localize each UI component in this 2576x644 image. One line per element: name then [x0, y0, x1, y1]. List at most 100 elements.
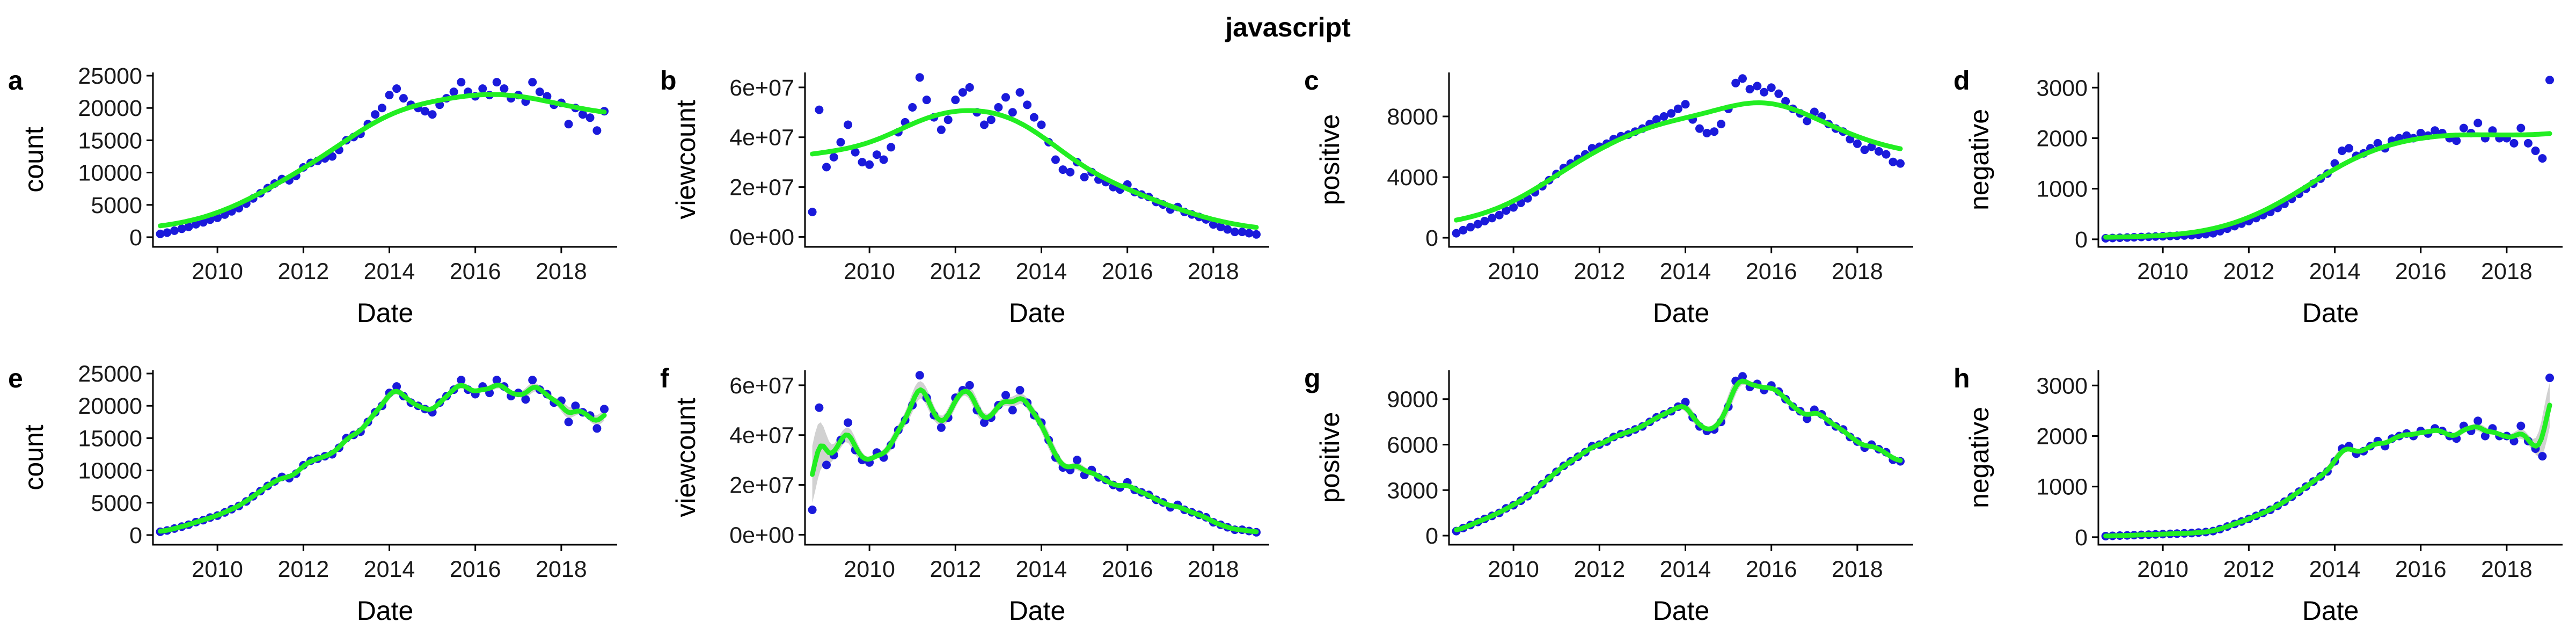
y-tick-label: 10000 [78, 160, 142, 186]
panel-tag: b [660, 65, 677, 96]
data-point [1760, 87, 1769, 97]
data-point [980, 120, 989, 129]
y-tick-label: 10000 [78, 458, 142, 484]
data-point [2545, 76, 2554, 85]
y-tick-label: 9000 [1387, 387, 1438, 413]
data-point [1509, 203, 1518, 212]
data-point [822, 460, 831, 470]
data-point [815, 403, 824, 412]
data-point [478, 84, 487, 93]
data-point [965, 83, 974, 92]
x-tick-label: 2010 [192, 557, 243, 582]
panel-tag: f [660, 363, 669, 393]
data-point [951, 96, 960, 105]
data-point [528, 78, 537, 87]
data-point [528, 376, 537, 385]
x-tick-label: 2014 [1660, 557, 1711, 582]
y-tick-label: 0 [129, 523, 142, 548]
panel-e: e 0 5000 10000 15000 20000 25000 2010 2012 2014 20… [8, 361, 617, 626]
data-point [1673, 104, 1682, 113]
data-point [1745, 85, 1754, 94]
x-tick-label: 2018 [1188, 259, 1239, 284]
data-point [1667, 109, 1676, 118]
y-tick-label: 0 [2075, 525, 2088, 551]
y-tick-label: 0 [2075, 227, 2088, 253]
x-tick-label: 2012 [277, 259, 329, 284]
x-tick-label: 2010 [844, 259, 895, 284]
x-tick-label: 2012 [277, 557, 329, 582]
data-point [1216, 222, 1225, 231]
data-point [922, 96, 931, 105]
data-point [1230, 228, 1239, 237]
x-tick-label: 2016 [450, 557, 501, 582]
x-tick-label: 2018 [1832, 259, 1883, 284]
fit-line [2103, 131, 2552, 240]
x-axis-title: Date [1653, 596, 1710, 626]
data-point [586, 113, 595, 122]
data-point [1681, 398, 1690, 407]
y-tick-label: 0e+00 [729, 522, 794, 548]
x-tick-label: 2018 [536, 259, 587, 284]
y-tick-label: 2e+07 [729, 175, 794, 201]
data-point [1023, 100, 1032, 109]
data-point [1738, 74, 1747, 83]
fit-line [810, 387, 1259, 535]
x-tick-label: 2016 [1746, 557, 1797, 582]
data-point [2402, 131, 2411, 140]
x-axis-title: Date [357, 596, 414, 626]
y-tick-label: 1000 [2036, 177, 2088, 202]
data-point [1051, 155, 1060, 164]
data-point [1860, 145, 1869, 155]
data-point [844, 418, 853, 427]
data-point [908, 103, 917, 112]
panel-tag: a [8, 65, 24, 96]
data-point [943, 115, 953, 125]
data-point [2480, 431, 2490, 441]
data-point [958, 88, 967, 97]
data-point [399, 94, 408, 103]
data-point [571, 401, 580, 411]
data-point [184, 222, 193, 231]
y-axis-title: negative [1964, 109, 1994, 210]
data-point [2523, 138, 2533, 148]
data-point [521, 395, 530, 404]
data-point [986, 115, 996, 125]
y-tick-label: 8000 [1387, 104, 1438, 130]
x-tick-label: 2014 [1660, 259, 1711, 284]
data-point [392, 84, 401, 93]
y-tick-label: 0 [1425, 225, 1438, 251]
data-point [1681, 100, 1690, 109]
data-point [1753, 82, 1762, 91]
data-point [1245, 229, 1254, 238]
x-tick-label: 2012 [2223, 557, 2274, 582]
data-point [2473, 416, 2483, 426]
data-point [936, 125, 946, 134]
y-tick-label: 6000 [1387, 432, 1438, 458]
data-point [1652, 115, 1661, 124]
data-point [808, 208, 817, 216]
data-point [1015, 88, 1024, 97]
x-tick-label: 2018 [2481, 259, 2533, 284]
data-point [1495, 210, 1504, 219]
x-tick-label: 2016 [1102, 557, 1153, 582]
data-point [1774, 89, 1783, 98]
y-axis-title: negative [1964, 407, 1994, 508]
panel-tag: c [1304, 65, 1319, 96]
x-tick-label: 2016 [1102, 259, 1153, 284]
x-tick-label: 2010 [844, 557, 895, 582]
x-tick-label: 2018 [536, 557, 587, 582]
x-tick-label: 2010 [2137, 259, 2189, 284]
y-tick-label: 2000 [2036, 126, 2088, 151]
x-tick-label: 2014 [364, 259, 415, 284]
data-point [1659, 112, 1668, 121]
data-point [377, 104, 386, 113]
data-point [492, 78, 501, 87]
fit-line [810, 108, 1259, 230]
x-tick-label: 2018 [1188, 557, 1239, 582]
figure-title: javascript [1225, 12, 1351, 42]
data-point [872, 150, 881, 159]
data-point [1066, 167, 1075, 177]
x-tick-label: 2010 [1488, 259, 1539, 284]
data-point [564, 120, 573, 129]
